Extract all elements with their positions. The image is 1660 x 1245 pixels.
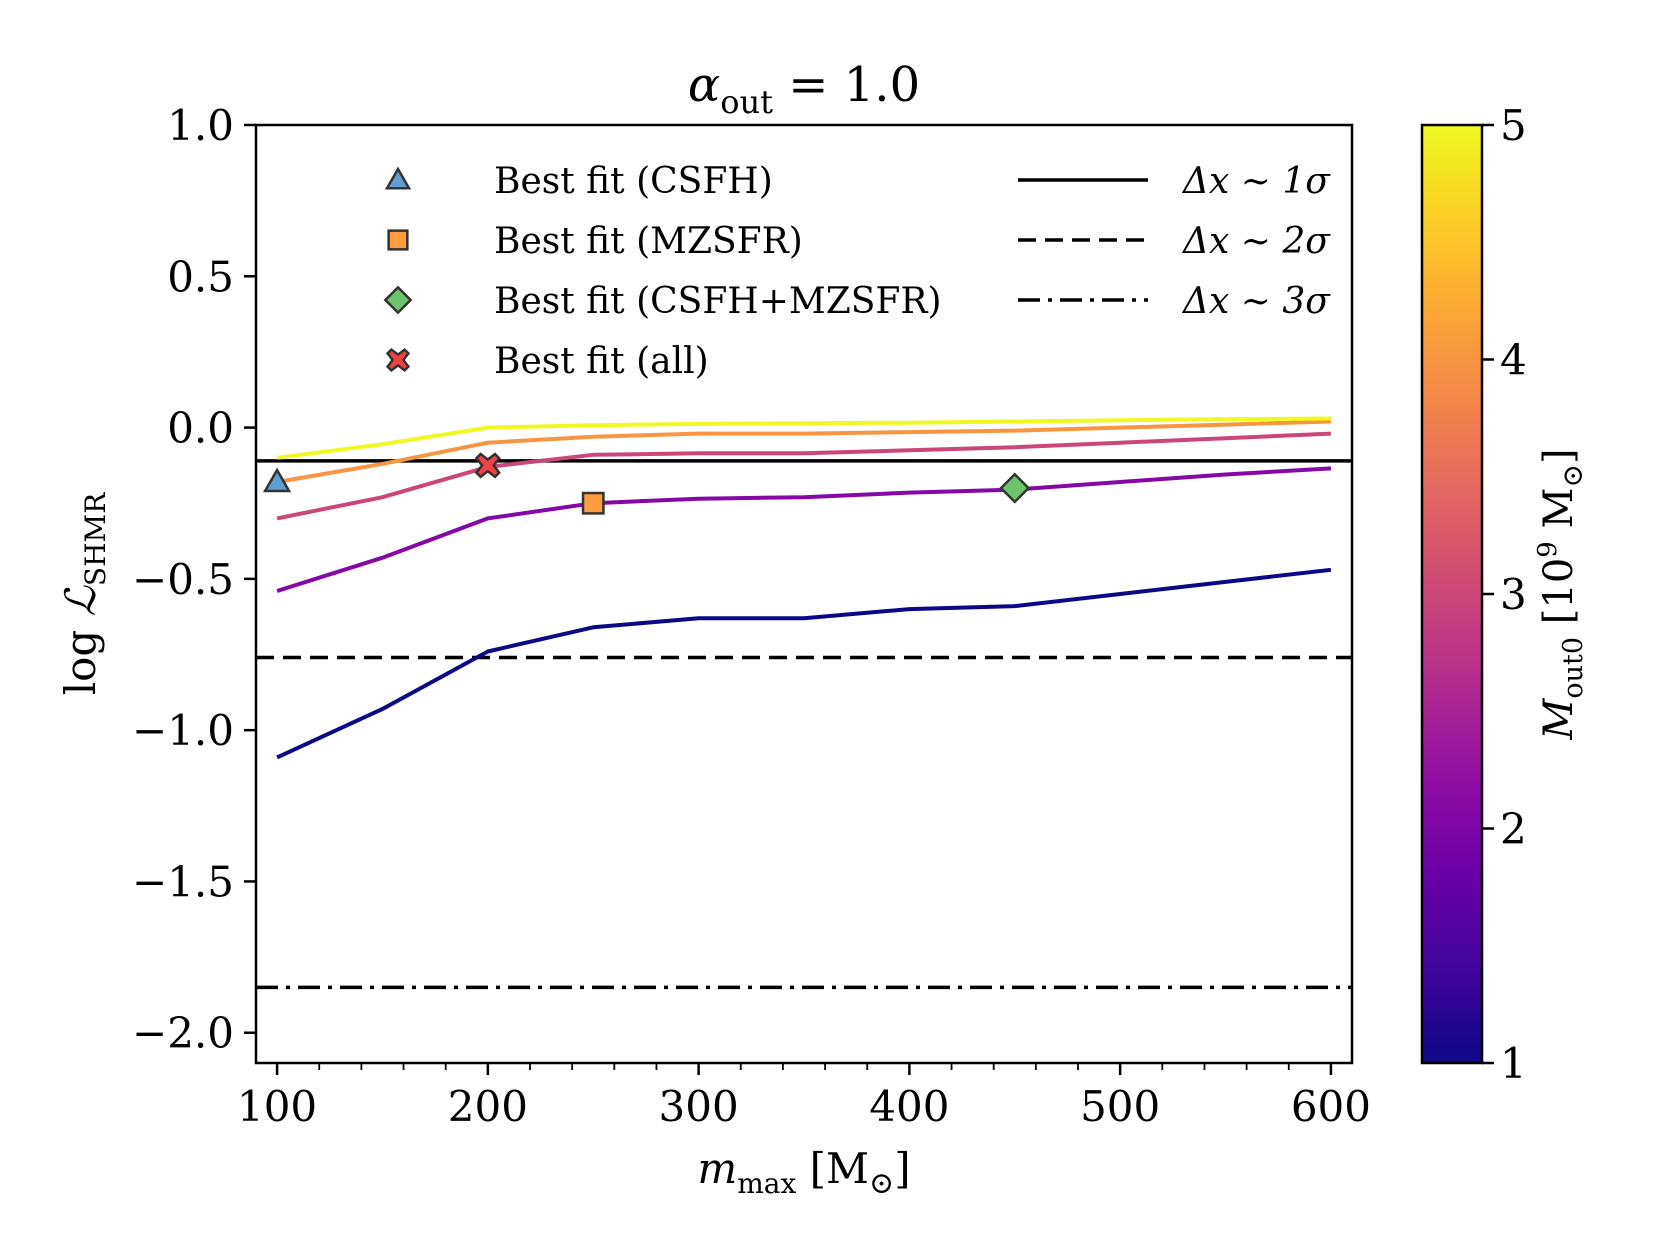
x-axis-label: mmax [M⊙]: [697, 1144, 910, 1201]
legend-label: Best fit (MZSFR): [494, 221, 803, 262]
x-tick-label: 400: [869, 1082, 949, 1131]
best-fit-marker-x: [474, 452, 501, 479]
series-line-mout0-4: [276, 419, 1331, 484]
plot-area: 100 200 300 400 500 600 1.0 0.5 0.0 −0.5 −1.0 −1.5 −…: [132, 101, 1371, 1131]
legend-label: Δx ∼ 2σ: [1181, 221, 1331, 262]
best-fit-marker-diamond: [999, 472, 1031, 504]
colorbar-tick-label: 4: [1500, 336, 1527, 385]
legend-marker-x: [385, 347, 411, 373]
colorbar-tick-label: 5: [1500, 101, 1527, 150]
y-tick-label: 1.0: [167, 101, 234, 150]
x-tick-label: 500: [1080, 1082, 1160, 1131]
y-tick-label: −2.0: [132, 1009, 234, 1058]
legend-label: Δx ∼ 1σ: [1181, 161, 1331, 202]
legend-entry-ref-3: Δx ∼ 3σ: [1018, 281, 1331, 322]
legend-entry-square: Best fit (MZSFR): [387, 221, 803, 262]
y-axis-label: log ℒSHMR: [56, 492, 112, 695]
best-fit-marker-triangle: [262, 467, 292, 493]
legend-marker-square: [387, 229, 409, 251]
series-lines: [276, 416, 1332, 760]
colorbar-tick-label: 3: [1500, 570, 1527, 619]
legend-entry-x: Best fit (all): [385, 341, 709, 382]
series-line-mout0-2: [276, 466, 1332, 593]
colorbar-label: Mout0 [109 M⊙]: [1533, 448, 1589, 740]
x-tick-label: 600: [1291, 1082, 1371, 1131]
legend-entry-ref-2: Δx ∼ 2σ: [1018, 221, 1331, 262]
colorbar-ticks: 1 2 3 4 5: [1482, 101, 1527, 1088]
series-line-mout0-1: [276, 567, 1332, 760]
legend-entry-triangle: Best fit (CSFH): [384, 161, 773, 202]
legend-label: Best fit (CSFH+MZSFR): [494, 281, 942, 322]
y-tick-label: 0.0: [167, 404, 234, 453]
legend-label: Best fit (all): [494, 341, 709, 382]
colorbar-tick-label: 1: [1500, 1039, 1527, 1088]
y-tick-label: −1.0: [132, 706, 234, 755]
legend-label: Best fit (CSFH): [494, 161, 773, 202]
legend-marker-diamond: [383, 285, 413, 315]
series-line-mout0-3: [276, 431, 1331, 521]
x-tick-label: 100: [237, 1082, 317, 1131]
y-tick-label: −0.5: [132, 555, 234, 604]
legend-label: Δx ∼ 3σ: [1181, 281, 1331, 322]
plot-frame: [254, 123, 1354, 1065]
chart-title: αout = 1.0: [688, 57, 920, 121]
x-tick-label: 300: [659, 1082, 739, 1131]
legend-marker-triangle: [384, 166, 412, 190]
colorbar: 1 2 3 4 5 Mout0 [109 M⊙]: [1420, 101, 1589, 1088]
series-line-mout0-5: [276, 416, 1331, 460]
y-tick-label: 0.5: [167, 252, 234, 301]
best-fit-marker-square: [581, 491, 605, 515]
colorbar-gradient: [1420, 123, 1484, 1065]
legend-entry-ref-1: Δx ∼ 1σ: [1018, 161, 1331, 202]
legend-entry-diamond: Best fit (CSFH+MZSFR): [383, 281, 942, 322]
axis-ticks: 100 200 300 400 500 600 1.0 0.5 0.0 −0.5 −1.0 −1.5 −…: [132, 101, 1371, 1131]
legend: Best fit (CSFH) Best fit (MZSFR) Best fit …: [383, 161, 1331, 382]
x-tick-label: 200: [448, 1082, 528, 1131]
y-tick-label: −1.5: [132, 857, 234, 906]
best-fit-markers: [262, 452, 1031, 515]
reference-lines: [256, 459, 1352, 990]
colorbar-tick-label: 2: [1500, 805, 1527, 854]
